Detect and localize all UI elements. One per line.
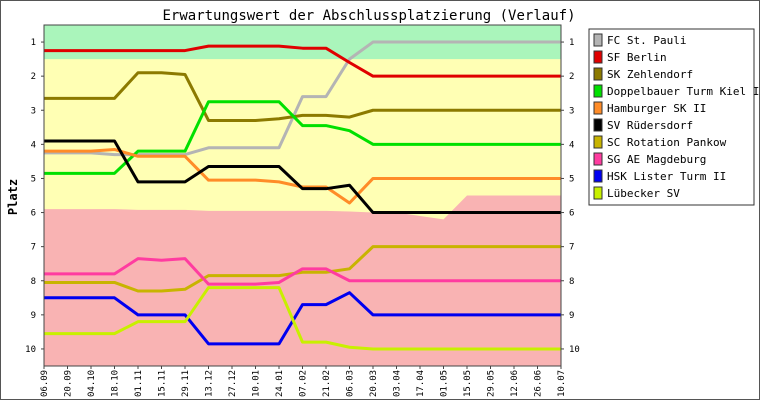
y-tick-label: 4 — [569, 140, 574, 150]
y-tick-label: 7 — [569, 243, 574, 253]
x-tick-label: 18.10 — [111, 370, 121, 397]
y-tick-label: 5 — [569, 174, 574, 184]
legend-swatch — [593, 169, 603, 183]
y-tick-label: 8 — [569, 277, 574, 287]
legend-swatch — [593, 67, 603, 81]
legend-swatch — [593, 50, 603, 64]
x-tick-label: 04.10 — [87, 370, 97, 397]
x-tick-label: 20.03 — [369, 370, 379, 397]
x-tick-label: 06.03 — [346, 370, 356, 397]
legend-entry: SG AE Magdeburg — [607, 153, 706, 166]
x-tick-label: 21.02 — [322, 370, 332, 397]
x-tick-label: 20.09 — [64, 370, 74, 397]
legend-swatch — [593, 186, 603, 200]
legend-entry: SC Rotation Pankow — [607, 136, 727, 149]
y-tick-label: 10 — [569, 345, 580, 355]
chart-title: Erwartungswert der Abschlussplatzierung … — [162, 8, 575, 24]
y-tick-label: 1 — [31, 38, 36, 48]
x-tick-label: 29.11 — [181, 370, 191, 397]
y-tick-label: 7 — [31, 243, 36, 253]
series-lines — [44, 40, 561, 351]
x-tick-label: 10.07 — [557, 370, 567, 397]
x-tick-label: 10.01 — [252, 370, 262, 397]
x-tick-label: 26.06 — [534, 370, 544, 397]
y-tick-label: 8 — [31, 277, 36, 287]
legend-box — [588, 28, 755, 206]
x-tick-label: 13.12 — [205, 370, 215, 397]
y-tick-label: 1 — [569, 38, 574, 48]
y-tick-label: 10 — [25, 345, 36, 355]
legend-entry: FC St. Pauli — [607, 34, 686, 47]
y-axis-label: Platz — [6, 179, 20, 215]
x-tick-label: 01.11 — [134, 370, 144, 397]
series-line-3 — [44, 71, 561, 122]
legend-swatch — [593, 118, 603, 132]
series-line-2 — [44, 44, 561, 78]
legend-swatch — [593, 101, 603, 115]
x-tick-label: 06.09 — [40, 370, 50, 397]
legend-swatch — [593, 152, 603, 166]
legend-swatch — [593, 33, 603, 47]
series-line-9 — [44, 291, 561, 346]
y-tick-label: 3 — [569, 106, 574, 116]
series-line-4 — [44, 100, 561, 175]
zone-relegation — [44, 195, 561, 366]
legend-entry: SV Rüdersdorf — [607, 119, 693, 132]
y-tick-label: 2 — [31, 72, 36, 82]
x-tick-label: 17.04 — [416, 370, 426, 397]
x-tick-label: 15.11 — [158, 370, 168, 397]
x-tick-label: 03.04 — [393, 370, 403, 397]
legend: FC St. Pauli SF Berlin SK Zehlendorf Doppel… — [588, 28, 760, 206]
series-line-10 — [44, 286, 561, 351]
y-tick-label: 5 — [31, 174, 36, 184]
y-tick-label: 6 — [31, 209, 36, 219]
x-tick-label: 27.12 — [228, 370, 238, 397]
legend-entry: SF Berlin — [607, 51, 667, 64]
series-line-6 — [44, 139, 561, 215]
x-tick-label: 12.06 — [510, 370, 520, 397]
y-tick-label: 4 — [31, 140, 36, 150]
plot-border — [43, 24, 562, 367]
legend-swatch — [593, 135, 603, 149]
x-ticks: 06.09 20.09 04.10 18.10 01.11 15.11 29.11 13.12… — [40, 366, 567, 397]
x-tick-label: 24.01 — [275, 370, 285, 397]
legend-entry: SK Zehlendorf — [607, 68, 693, 81]
x-tick-label: 01.05 — [440, 370, 450, 397]
legend-entry: Hamburger SK II — [607, 102, 706, 115]
legend-entry: HSK Lister Turm II — [607, 170, 726, 183]
y-ticks-right: 1 2 3 4 5 6 7 8 9 10 — [561, 38, 580, 355]
legend-entry: Doppelbauer Turm Kiel II — [607, 85, 759, 98]
y-ticks-left: 1 2 3 4 5 6 7 8 9 10 — [25, 38, 44, 355]
legend-swatch — [593, 84, 603, 98]
x-tick-label: 07.02 — [299, 370, 309, 397]
legend-entry: Lübecker SV — [607, 187, 680, 200]
y-tick-label: 6 — [569, 209, 574, 219]
y-tick-label: 3 — [31, 106, 36, 116]
y-tick-label: 2 — [569, 72, 574, 82]
x-tick-label: 29.05 — [487, 370, 497, 397]
y-tick-label: 9 — [31, 311, 36, 321]
series-line-8 — [44, 257, 561, 286]
x-tick-label: 15.05 — [463, 370, 473, 397]
series-line-7 — [44, 245, 561, 293]
y-tick-label: 9 — [569, 311, 574, 321]
